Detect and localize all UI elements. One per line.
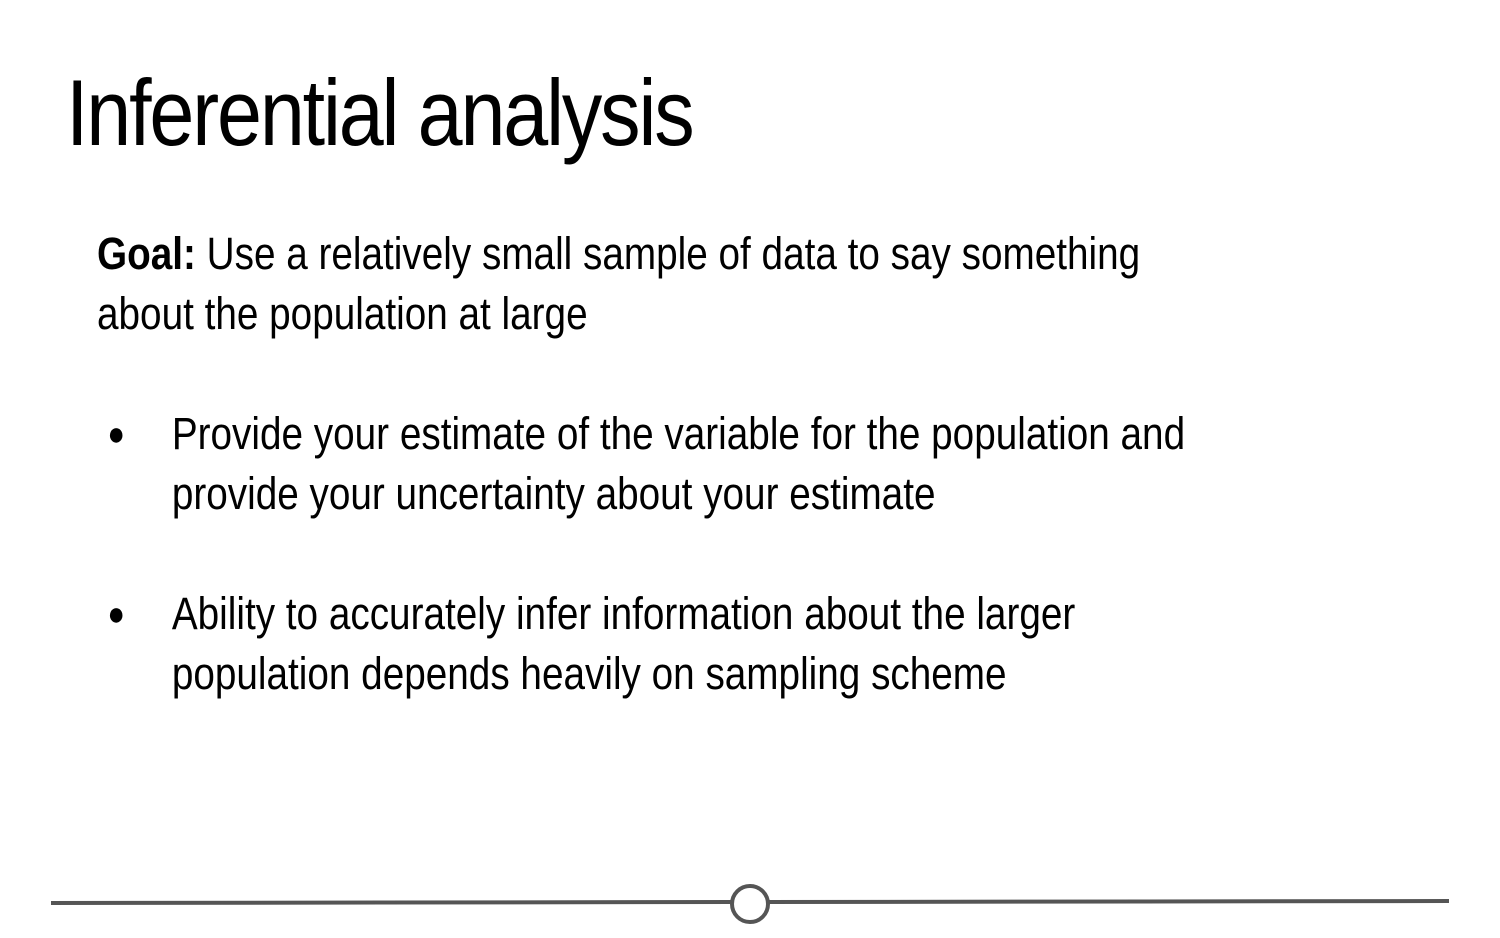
goal-line-1: Goal: Use a relatively small sample of d… bbox=[97, 224, 1301, 284]
bullet-line: Ability to accurately infer information … bbox=[171, 588, 1076, 639]
timeline-circle-icon bbox=[730, 884, 770, 924]
timeline-line-right bbox=[768, 899, 1450, 904]
slide-title: Inferential analysis bbox=[66, 60, 695, 165]
bullet-item: ● Ability to accurately infer informatio… bbox=[97, 584, 1301, 704]
goal-text-line2: about the population at large bbox=[97, 288, 588, 339]
bullet-list: ● Provide your estimate of the variable … bbox=[97, 404, 1301, 704]
bullet-dot-icon: ● bbox=[107, 595, 125, 633]
bullet-line: population depends heavily on sampling s… bbox=[171, 648, 1007, 699]
goal-label: Goal: bbox=[97, 228, 196, 279]
timeline-line-left bbox=[50, 900, 732, 905]
bullet-line: Provide your estimate of the variable fo… bbox=[171, 408, 1186, 459]
timeline-progress-icon bbox=[50, 884, 1450, 924]
bullet-dot-icon: ● bbox=[107, 415, 125, 453]
bullet-item: ● Provide your estimate of the variable … bbox=[97, 404, 1301, 524]
goal-text-line1: Use a relatively small sample of data to… bbox=[195, 228, 1141, 279]
slide-body: Goal: Use a relatively small sample of d… bbox=[97, 224, 1301, 764]
bullet-line: provide your uncertainty about your esti… bbox=[171, 468, 936, 519]
